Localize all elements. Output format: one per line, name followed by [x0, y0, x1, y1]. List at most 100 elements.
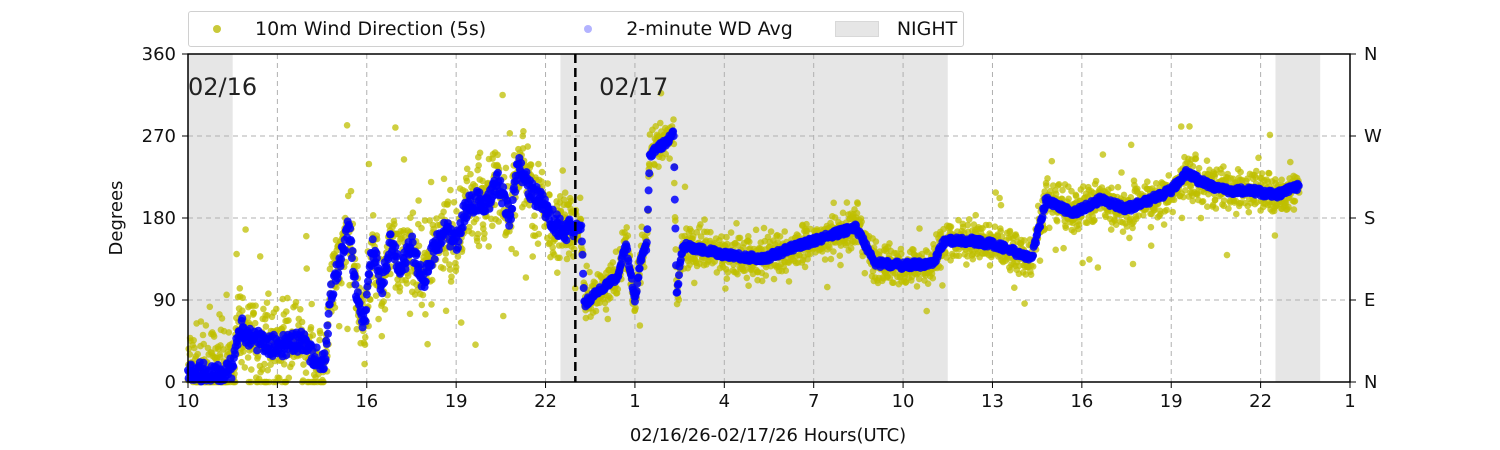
wd5s-point	[197, 318, 205, 325]
wd5s-point	[997, 201, 1005, 209]
wd5s-point	[929, 274, 937, 282]
avg-point	[644, 186, 653, 195]
wd5s-point	[671, 179, 678, 187]
wd5s-point	[1007, 266, 1014, 274]
wd5s-point	[722, 285, 729, 292]
wd5s-point	[273, 305, 280, 313]
avg-point	[324, 309, 333, 318]
wd5s-point	[463, 165, 471, 173]
avg-point	[229, 362, 238, 371]
avg-point	[577, 237, 586, 246]
wd5s-point	[239, 307, 246, 315]
wd5s-point	[992, 189, 999, 196]
wd5s-point	[447, 278, 455, 285]
wd5s-point	[1218, 169, 1225, 177]
wd5s-point	[316, 336, 323, 344]
wd5s-point	[746, 238, 753, 246]
avg-point	[645, 169, 654, 178]
wd5s-point	[1144, 178, 1151, 185]
avg-point	[632, 287, 641, 296]
wd5s-point	[567, 197, 575, 205]
wd5s-point	[1160, 221, 1168, 228]
wd5s-point	[480, 235, 488, 242]
wd5s-point	[248, 366, 255, 373]
wd5s-point	[391, 221, 398, 228]
wd5s-point	[522, 274, 530, 281]
wd5s-point	[1197, 214, 1205, 222]
avg-point	[361, 317, 370, 326]
wd5s-point	[535, 160, 542, 168]
wd5s-point	[861, 269, 869, 277]
wd5s-point	[758, 277, 766, 285]
wd5s-point	[561, 189, 569, 196]
wd5s-point	[354, 262, 361, 270]
avg-point	[458, 223, 467, 232]
avg-point	[368, 235, 377, 244]
wd5s-point	[531, 212, 538, 219]
wd5s-point	[426, 217, 434, 224]
wd5s-point	[1046, 224, 1053, 232]
avg-point	[496, 176, 505, 185]
avg-point	[579, 284, 588, 292]
wd5s-point	[380, 298, 387, 305]
legend-item-wd5s: 10m Wind Direction (5s)	[213, 18, 486, 40]
avg-point	[347, 254, 356, 263]
wd5s-point	[675, 296, 683, 304]
wd5s-point	[670, 116, 677, 123]
wd5s-point	[520, 128, 527, 135]
wd5s-point	[890, 279, 897, 287]
wd5s-point	[1092, 177, 1100, 185]
wd5s-point	[1079, 259, 1086, 267]
wd5s-point	[853, 209, 861, 217]
avg-point	[511, 187, 520, 196]
wd5s-point	[1011, 284, 1018, 292]
wd5s-point	[986, 262, 994, 269]
wd5s-point	[1048, 157, 1056, 165]
avg-point	[635, 264, 644, 273]
wd5s-point	[1291, 197, 1299, 205]
avg-point	[427, 261, 436, 270]
wd5s-point	[1266, 131, 1274, 139]
avg-point	[623, 245, 632, 254]
wd5s-point	[847, 245, 855, 252]
wd5s-point	[638, 223, 645, 231]
wd5s-point	[1265, 170, 1273, 177]
wd5s-point	[843, 199, 851, 206]
wd5s-point	[466, 223, 473, 231]
avg-point	[643, 225, 652, 234]
wd5s-point	[898, 250, 905, 257]
wd5s-point	[1006, 227, 1014, 235]
wd5s-point	[997, 227, 1004, 235]
wd5s-point	[307, 324, 315, 331]
wd5s-point	[263, 299, 271, 307]
wd5s-point	[392, 124, 399, 131]
wd5s-point	[762, 272, 770, 279]
wd5s-point	[1036, 257, 1044, 265]
wd5s-point	[724, 269, 732, 276]
wd5s-point	[297, 306, 304, 313]
wd5s-point	[362, 334, 369, 341]
wd5s-point	[452, 263, 460, 271]
wd5s-point	[1021, 300, 1028, 307]
avg-point	[1029, 251, 1037, 260]
wd5s-point	[586, 268, 593, 276]
wd5s-point	[806, 250, 814, 258]
wd5s-point	[440, 265, 447, 272]
wd5s-point	[837, 261, 844, 269]
wd5s-point	[428, 301, 435, 308]
avg-point	[669, 132, 678, 140]
wd5s-point	[734, 270, 741, 278]
wd5s-point	[1278, 176, 1285, 184]
avg-point	[319, 364, 328, 373]
avg-point	[670, 195, 679, 204]
avg-point	[505, 221, 514, 230]
wd5s-point	[827, 255, 835, 263]
avg-point	[336, 262, 345, 271]
wd5s-point	[1287, 158, 1294, 166]
wd5s-point	[955, 216, 962, 224]
wd5s-point	[453, 208, 460, 215]
wd5s-point	[433, 215, 440, 222]
avg-point	[233, 341, 242, 350]
wd5s-point	[1075, 221, 1083, 228]
wd5s-point	[396, 284, 404, 291]
